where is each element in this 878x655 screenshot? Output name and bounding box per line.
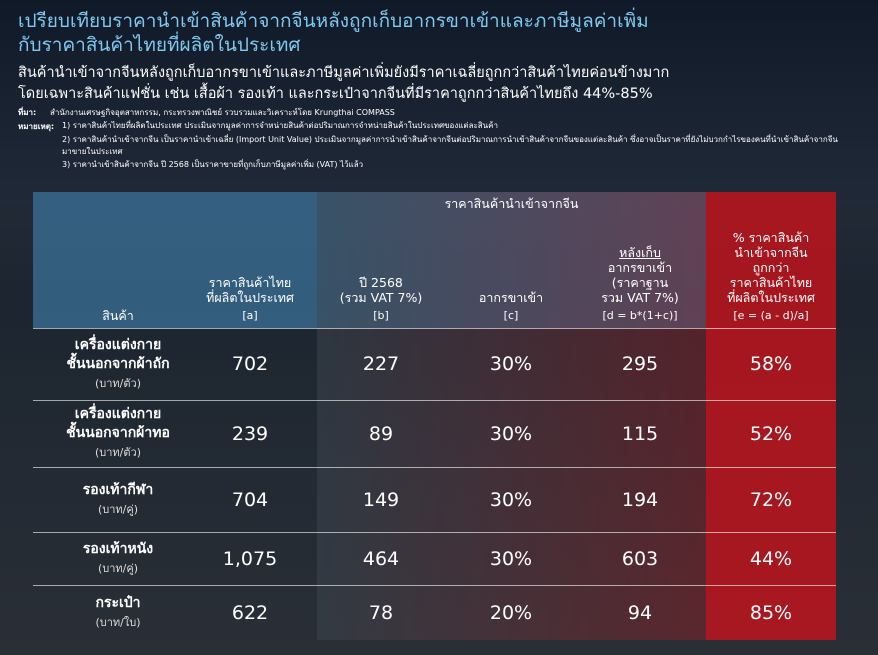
container-image — [317, 192, 706, 640]
cell: 94 — [627, 601, 653, 624]
column-formula: [b] — [373, 309, 389, 322]
column-header-line: ที่ผลิตในประเทศ — [206, 290, 294, 305]
unit: (บาท/คู่) — [97, 502, 139, 516]
note: 3) ราคานำเข้าสินค้าจากจีน ปี 2568 เป็นรา… — [62, 160, 364, 169]
column-header-line: นำเข้าจากจีน — [734, 245, 808, 260]
row-label: รองเท้ากีฬา (บาท/คู่) — [38, 467, 198, 532]
column-header-line: อากรขาเข้า — [478, 290, 544, 305]
product-name: ชั้นนอกจากผ้าทอ — [66, 425, 170, 441]
row-label: กระเป๋า (บาท/ใบ) — [38, 585, 198, 640]
source-text: สำนักงานเศรษฐกิจอุตสาหกรรม, กระทรวงพาณิช… — [50, 108, 395, 117]
cell: 115 — [621, 422, 659, 445]
cell: 704 — [231, 488, 269, 511]
cell: 30% — [489, 353, 533, 375]
column-header-line: ปี 2568 — [359, 275, 403, 290]
cell: 603 — [621, 547, 659, 570]
column-header: % ราคาสินค้า นำเข้าจากจีน ถูกกว่า ราคาสินค้… — [707, 205, 835, 323]
cell: 85% — [749, 601, 793, 624]
row-label: รองเท้าหนัง (บาท/คู่) — [38, 532, 198, 585]
cell: 72% — [749, 488, 793, 511]
row-divider — [33, 400, 836, 401]
cell: 30% — [489, 422, 533, 445]
column-header-line: หลังเก็บ — [619, 245, 661, 260]
column-header: ปี 2568 (รวม VAT 7%) [b] — [316, 205, 446, 323]
highlight-column — [706, 192, 836, 640]
row-divider — [33, 328, 836, 329]
column-header-line: ราคาสินค้าไทย — [729, 275, 813, 290]
cell: 239 — [231, 422, 269, 445]
column-formula: [c] — [503, 309, 519, 322]
cell: 194 — [621, 488, 659, 511]
cell: 622 — [231, 601, 269, 624]
product-name: รองเท้าหนัง — [82, 540, 154, 557]
column-header-line: (รวม VAT 7%) — [339, 290, 423, 305]
product-name: เครื่องแต่งกาย — [74, 406, 162, 422]
cell: 149 — [362, 488, 400, 511]
title: กับราคาสินค้าไทยที่ผลิตในประเทศ — [18, 34, 301, 56]
product-name: กระเป๋า — [95, 594, 141, 611]
backdrop — [0, 0, 878, 200]
column-header: หลังเก็บ อากรขาเข้า (ราคาฐาน รวม VAT 7%) [d … — [575, 205, 705, 323]
column-header-line: ที่ผลิตในประเทศ — [727, 290, 815, 305]
column-header: สินค้า — [38, 205, 198, 323]
column-header: ราคาสินค้าไทย ที่ผลิตในประเทศ [a] — [185, 205, 315, 323]
column-header-line: สินค้า — [102, 308, 134, 323]
row-divider — [33, 467, 836, 468]
cell: 30% — [489, 547, 533, 570]
cell: 44% — [749, 547, 793, 570]
row-divider — [33, 585, 836, 586]
notes-label: หมายเหตุ: — [18, 122, 55, 131]
column-header-line: (ราคาฐาน — [611, 275, 669, 290]
title: เปรียบเทียบราคานำเข้าสินค้าจากจีนหลังถูก… — [18, 10, 649, 32]
cell: 30% — [489, 488, 533, 511]
product-name: ชั้นนอกจากผ้าถัก — [66, 355, 170, 372]
group-header: ราคาสินค้านำเข้าจากจีน — [444, 196, 579, 211]
unit: (บาท/ใบ) — [95, 615, 141, 629]
cell: 89 — [368, 422, 394, 445]
source-label: ที่มา: — [18, 108, 37, 117]
product-name: รองเท้ากีฬา — [82, 481, 154, 498]
column-header-line: ถูกกว่า — [752, 260, 790, 275]
cell: 78 — [368, 601, 394, 624]
column-formula: [a] — [242, 309, 258, 322]
subtitle: สินค้านำเข้าจากจีนหลังถูกเก็บอากรขาเข้าแ… — [18, 65, 670, 81]
column-header: อากรขาเข้า [c] — [446, 205, 576, 323]
column-header-line: อากรขาเข้า — [607, 260, 673, 275]
cell: 52% — [749, 422, 793, 445]
column-formula: [d = b*(1+c)] — [602, 309, 678, 322]
note: 2) ราคาสินค้านำเข้าจากจีน เป็นราคานำเข้า… — [62, 135, 838, 156]
unit: (บาท/คู่) — [97, 561, 139, 575]
row-label: เครื่องแต่งกายชั้นนอกจากผ้าถัก (บาท/ตัว) — [38, 328, 198, 400]
cell: 1,075 — [222, 547, 278, 570]
column-header-line: ราคาสินค้าไทย — [208, 275, 292, 290]
cell: 295 — [621, 353, 659, 375]
cell: 702 — [231, 353, 269, 375]
column-header-line: รวม VAT 7%) — [601, 290, 679, 305]
unit: (บาท/ตัว) — [94, 446, 142, 459]
row-label: เครื่องแต่งกายชั้นนอกจากผ้าทอ (บาท/ตัว) — [38, 400, 198, 467]
cell: 58% — [749, 353, 793, 375]
column-formula: [e = (a - d)/a] — [733, 309, 809, 322]
row-divider — [33, 532, 836, 533]
product-name: เครื่องแต่งกาย — [74, 336, 162, 353]
column-header-line: % ราคาสินค้า — [732, 230, 810, 245]
cell: 20% — [489, 601, 533, 624]
cell: 464 — [362, 547, 400, 570]
cell: 227 — [362, 353, 400, 375]
unit: (บาท/ตัว) — [94, 376, 142, 390]
note: 1) ราคาสินค้าไทยที่ผลิตในประเทศ ประเมินจ… — [62, 121, 498, 130]
subtitle: โดยเฉพาะสินค้าแฟชั่น เช่น เสื้อผ้า รองเท… — [18, 86, 653, 102]
